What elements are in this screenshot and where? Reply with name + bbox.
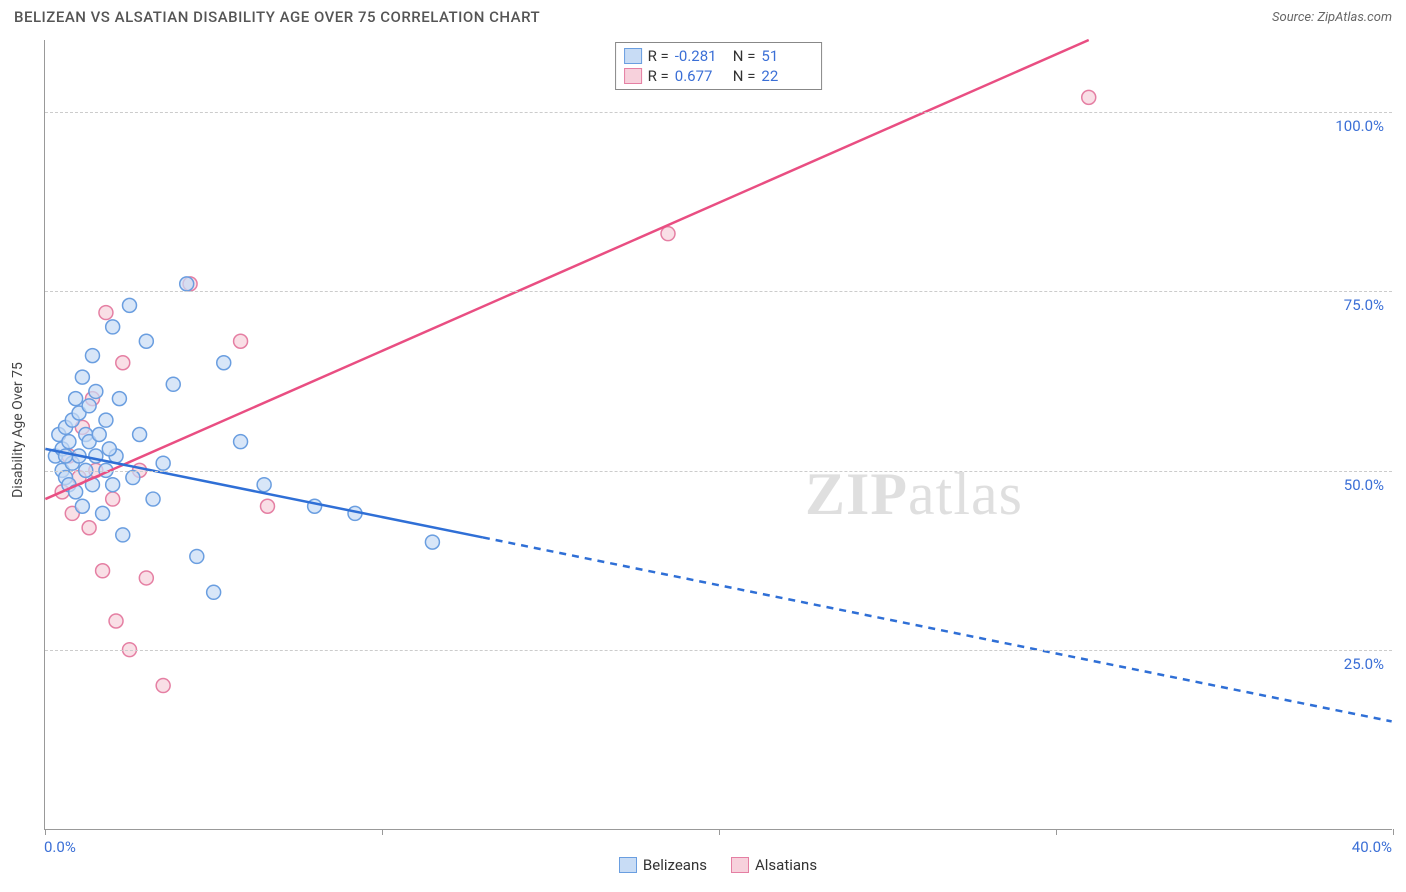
- gridline-h: [45, 112, 1392, 113]
- correlation-legend: R = -0.281 N = 51 R = 0.677 N = 22: [615, 42, 823, 90]
- legend-item-alsatians: Alsatians: [731, 856, 817, 874]
- x-tick-label: 40.0%: [1352, 838, 1392, 856]
- x-tick: [382, 829, 383, 835]
- swatch-alsatians: [731, 857, 749, 873]
- swatch-belizeans: [619, 857, 637, 873]
- x-tick: [719, 829, 720, 835]
- y-axis-title: Disability Age Over 75: [10, 362, 26, 498]
- y-tick-label: 50.0%: [1344, 476, 1384, 494]
- x-tick: [1056, 829, 1057, 835]
- scatter-svg: [45, 40, 1392, 829]
- legend-row-belizeans: R = -0.281 N = 51: [624, 46, 814, 66]
- y-tick-label: 100.0%: [1335, 117, 1384, 135]
- legend-item-belizeans: Belizeans: [619, 856, 707, 874]
- y-tick-label: 25.0%: [1344, 655, 1384, 673]
- chart-title: BELIZEAN VS ALSATIAN DISABILITY AGE OVER…: [14, 8, 540, 26]
- swatch-alsatians: [624, 68, 642, 84]
- gridline-h: [45, 471, 1392, 472]
- gridline-h: [45, 650, 1392, 651]
- x-tick: [45, 829, 46, 835]
- x-tick: [1393, 829, 1394, 835]
- source-attribution: Source: ZipAtlas.com: [1272, 10, 1392, 25]
- legend-row-alsatians: R = 0.677 N = 22: [624, 66, 814, 86]
- gridline-h: [45, 291, 1392, 292]
- legend-label-belizeans: Belizeans: [643, 856, 707, 874]
- x-tick-label: 0.0%: [44, 838, 76, 856]
- chart-plot-area: R = -0.281 N = 51 R = 0.677 N = 22 ZIPat…: [44, 40, 1392, 830]
- legend-label-alsatians: Alsatians: [755, 856, 817, 874]
- series-legend: Belizeans Alsatians: [44, 856, 1392, 874]
- y-tick-label: 75.0%: [1344, 296, 1384, 314]
- swatch-belizeans: [624, 48, 642, 64]
